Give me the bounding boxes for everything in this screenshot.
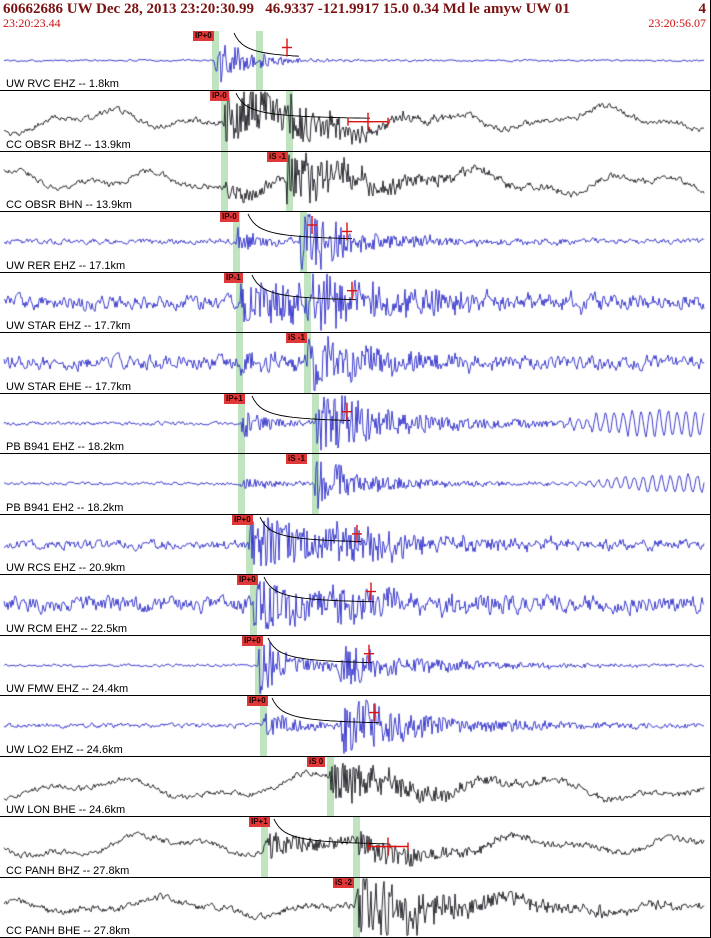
seismogram-waveform[interactable] (0, 877, 710, 937)
seismogram-waveform[interactable] (0, 393, 710, 453)
window-start-time: 23:20:23.44 (3, 16, 61, 30)
station-label: UW RCS EHZ -- 20.9km (6, 562, 126, 575)
seismogram-waveform[interactable] (0, 756, 710, 816)
event-header-line2: 23:20:23.44 23:20:56.07 (3, 17, 706, 30)
station-label: UW STAR EHE -- 17.7km (6, 380, 132, 393)
station-label: CC PANH BHE -- 27.8km (6, 925, 130, 938)
station-label: UW STAR EHZ -- 17.7km (6, 320, 131, 333)
phase-pick-label[interactable]: IP+0 (193, 31, 214, 41)
station-label: UW RCM EHZ -- 22.5km (6, 622, 127, 635)
phase-pick-label[interactable]: IP+0 (232, 514, 253, 525)
trace-list: IP+0 UW RVC EHZ -- 1.8km IP-0 CC OBSR BHZ -… (0, 31, 710, 938)
trace-panel[interactable]: IP+0 UW RVC EHZ -- 1.8km (0, 31, 710, 92)
event-header: 60662686 UW Dec 28, 2013 23:20:30.99 46.… (0, 0, 710, 31)
phase-pick-label[interactable]: IP+0 (237, 575, 258, 586)
trace-panel[interactable]: IP-0 UW RER EHZ -- 17.1km (0, 212, 710, 273)
station-label: CC OBSR BHN -- 13.9km (6, 199, 132, 212)
station-label: CC PANH BHZ -- 27.8km (6, 864, 130, 877)
station-label: UW LON BHE -- 24.6km (6, 804, 126, 817)
phase-pick-label[interactable]: IP-1 (224, 272, 243, 283)
phase-pick-label[interactable]: iS 0 (307, 756, 326, 767)
phase-pick-label[interactable]: IP+0 (247, 696, 268, 707)
seismogram-waveform[interactable] (0, 454, 710, 514)
phase-pick-label[interactable]: iS -2 (333, 877, 354, 888)
phase-pick-label[interactable]: iS -1 (286, 333, 307, 344)
seismogram-waveform[interactable] (0, 212, 710, 272)
trace-panel[interactable]: IP+1 CC PANH BHZ -- 27.8km (0, 817, 710, 878)
station-label: PB B941 EHZ -- 18.2km (6, 441, 124, 454)
phase-pick-label[interactable]: iS -1 (286, 454, 307, 465)
trace-panel[interactable]: IP-1 UW STAR EHZ -- 17.7km (0, 272, 710, 334)
station-label: UW FMW EHZ -- 24.4km (6, 683, 129, 696)
window-end-time: 23:20:56.07 (648, 16, 706, 30)
trace-panel[interactable]: IP+0 UW RCM EHZ -- 22.5km (0, 575, 710, 636)
phase-pick-label[interactable]: IP+0 (242, 635, 263, 646)
trace-panel[interactable]: IP+1 PB B941 EHZ -- 18.2km (0, 393, 710, 455)
seismogram-waveform[interactable] (0, 151, 710, 211)
phase-pick-label[interactable]: IP-0 (220, 212, 239, 223)
trace-panel[interactable]: IP-0 CC OBSR BHZ -- 13.9km (0, 91, 710, 152)
trace-panel[interactable]: IP+0 UW RCS EHZ -- 20.9km (0, 514, 710, 576)
event-flag: 4 (698, 1, 707, 17)
event-header-line1: 60662686 UW Dec 28, 2013 23:20:30.99 46.… (3, 1, 706, 17)
phase-pick-label[interactable]: IP+1 (249, 817, 270, 828)
station-label: UW RER EHZ -- 17.1km (6, 259, 126, 272)
phase-pick-label[interactable]: IP-0 (210, 91, 229, 102)
station-label: CC OBSR BHZ -- 13.9km (6, 138, 131, 151)
trace-panel[interactable]: iS -1 CC OBSR BHN -- 13.9km (0, 151, 710, 213)
seismogram-waveform[interactable] (0, 333, 710, 393)
event-summary: 60662686 UW Dec 28, 2013 23:20:30.99 46.… (3, 1, 570, 17)
trace-panel[interactable]: iS -1 PB B941 EH2 -- 18.2km (0, 454, 710, 515)
trace-panel[interactable]: IP+0 UW LO2 EHZ -- 24.6km (0, 696, 710, 757)
seismogram-waveform[interactable] (0, 31, 710, 90)
station-label: UW LO2 EHZ -- 24.6km (6, 743, 123, 756)
phase-pick-label[interactable]: IP+1 (224, 393, 245, 404)
station-label: UW RVC EHZ -- 1.8km (6, 78, 119, 91)
phase-pick-label[interactable]: iS -1 (267, 151, 288, 162)
trace-panel[interactable]: iS -1 UW STAR EHE -- 17.7km (0, 333, 710, 394)
station-label: PB B941 EH2 -- 18.2km (6, 501, 124, 514)
trace-panel[interactable]: iS -2 CC PANH BHE -- 27.8km (0, 877, 710, 938)
trace-panel[interactable]: iS 0 UW LON BHE -- 24.6km (0, 756, 710, 818)
trace-panel[interactable]: IP+0 UW FMW EHZ -- 24.4km (0, 635, 710, 697)
